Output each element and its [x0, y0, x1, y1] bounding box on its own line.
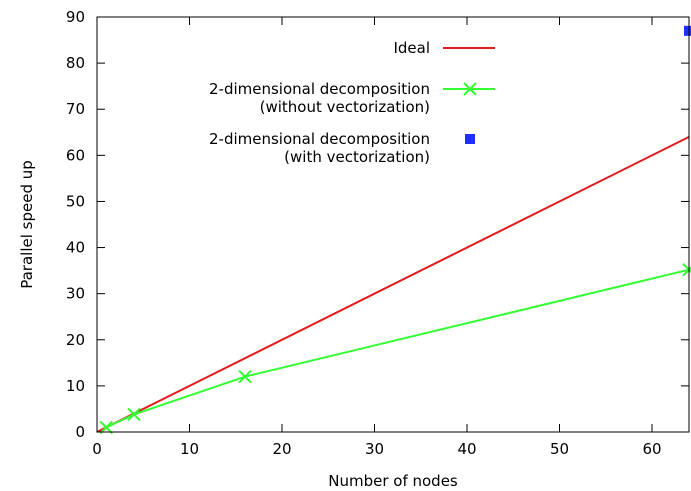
without-vectorization-series-path	[105, 268, 690, 429]
cross-stroke	[463, 82, 477, 96]
y-tick-label: 30	[66, 285, 85, 303]
ideal-line-path	[96, 135, 690, 433]
plot-frame	[96, 16, 690, 433]
ideal-line	[96, 135, 690, 433]
y-axis-ticks: 0 10 20 30 40 50 60 70 80 90	[66, 8, 689, 441]
y-tick-label: 20	[66, 331, 85, 349]
legend-item: 2-dimensional decomposition(without vect…	[209, 80, 495, 116]
legend-item: 2-dimensional decomposition(with vectori…	[209, 130, 475, 166]
with-vectorization-series	[684, 25, 691, 36]
legend-label: Ideal	[393, 39, 430, 57]
y-tick-label: 90	[66, 8, 85, 26]
x-axis-title: Number of nodes	[328, 472, 458, 490]
y-axis-title: Parallel speed up	[18, 160, 36, 289]
x-axis-ticks: 0 10 20 30 40 50 60	[92, 17, 662, 458]
legend-label: 2-dimensional decomposition	[209, 80, 430, 98]
data-point-cross	[99, 420, 113, 435]
cross-stroke	[238, 369, 252, 384]
data-point-cross	[127, 407, 141, 422]
legend-cross-marker	[463, 82, 477, 96]
cross-stroke	[99, 420, 113, 435]
y-tick-label: 70	[66, 100, 85, 118]
y-tick-label: 50	[66, 192, 85, 210]
x-tick-label: 60	[642, 440, 661, 458]
x-tick-label: 40	[457, 440, 476, 458]
legend-label: (with vectorization)	[284, 148, 430, 166]
y-tick-label: 60	[66, 146, 85, 164]
legend-square-marker	[465, 134, 475, 144]
legend-label: 2-dimensional decomposition	[209, 130, 430, 148]
y-tick-label: 40	[66, 239, 85, 257]
x-tick-label: 10	[180, 440, 199, 458]
legend-item: Ideal	[393, 39, 495, 57]
cross-stroke	[127, 407, 141, 422]
legend-label: (without vectorization)	[260, 98, 430, 116]
data-point-square	[684, 25, 691, 36]
y-tick-label: 0	[75, 423, 85, 441]
y-tick-label: 80	[66, 54, 85, 72]
y-tick-label: 10	[66, 377, 85, 395]
x-tick-label: 0	[92, 440, 102, 458]
data-point-cross	[238, 369, 252, 384]
x-tick-label: 50	[550, 440, 569, 458]
x-tick-label: 20	[272, 440, 291, 458]
x-tick-label: 30	[365, 440, 384, 458]
